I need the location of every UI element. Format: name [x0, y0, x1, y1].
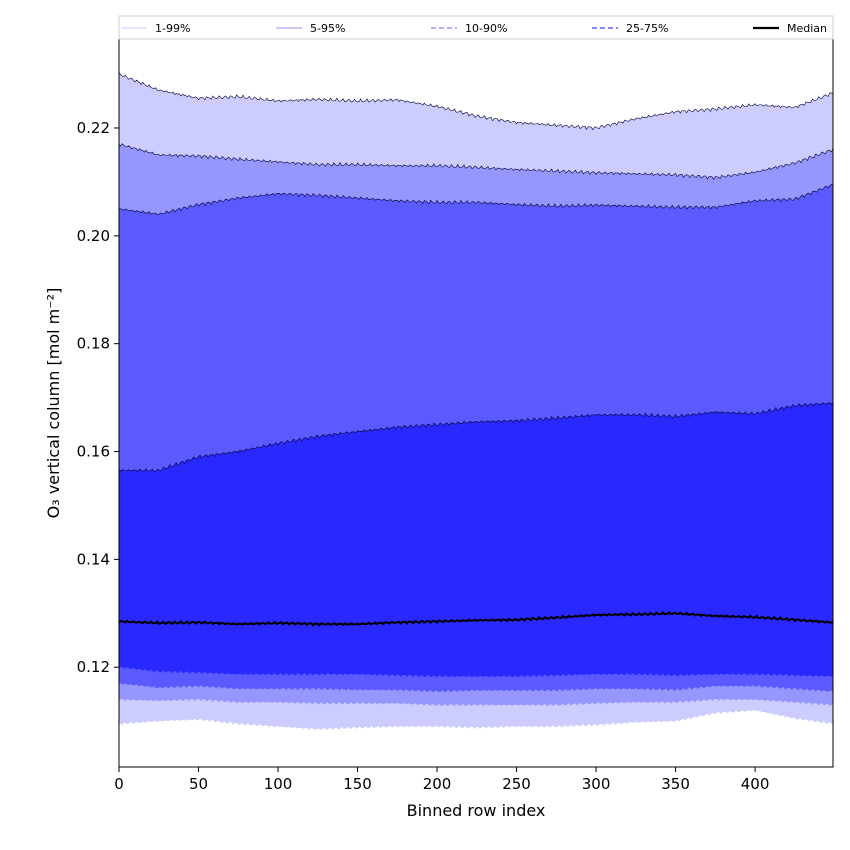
band-edge-1-99% — [118, 72, 834, 131]
band-edge-25-75% — [118, 402, 834, 472]
x-tick-label: 250 — [502, 775, 531, 793]
x-tick-label: 300 — [582, 775, 611, 793]
legend-label: 5-95% — [310, 22, 345, 35]
x-axis: 0 50 100 150 200 250 300 350 400 — [114, 767, 769, 793]
band-edge-10-90% — [118, 183, 834, 216]
legend-label: 1-99% — [155, 22, 190, 35]
y-axis: 0.12 0.14 0.16 0.18 0.20 0.22 — [77, 119, 119, 676]
band-edge-5-95% — [118, 143, 834, 181]
y-tick-label: 0.14 — [77, 550, 110, 568]
legend-box — [118, 15, 834, 40]
x-tick-label: 0 — [114, 775, 124, 793]
y-tick-label: 0.18 — [77, 335, 110, 353]
x-tick-label: 400 — [741, 775, 770, 793]
x-axis-title: Binned row index — [407, 801, 546, 820]
y-axis-title: O₃ vertical column [mol m⁻²] — [44, 288, 63, 519]
median-line — [118, 610, 834, 627]
band-25-75% — [119, 402, 833, 678]
y-tick-label: 0.12 — [77, 658, 110, 676]
x-tick-label: 350 — [661, 775, 690, 793]
legend-label: Median — [787, 22, 827, 35]
x-tick-label: 100 — [264, 775, 293, 793]
x-tick-label: 50 — [189, 775, 208, 793]
y-tick-label: 0.20 — [77, 227, 110, 245]
x-tick-label: 150 — [343, 775, 372, 793]
legend-label: 10-90% — [465, 22, 507, 35]
x-tick-label: 200 — [423, 775, 452, 793]
legend-label: 25-75% — [626, 22, 668, 35]
y-tick-label: 0.22 — [77, 119, 110, 137]
median-series — [118, 610, 834, 627]
y-tick-label: 0.16 — [77, 443, 110, 461]
percentile-bands — [118, 72, 834, 730]
legend: 1-99% 5-95% 10-90% 25-75% Median — [118, 15, 834, 40]
